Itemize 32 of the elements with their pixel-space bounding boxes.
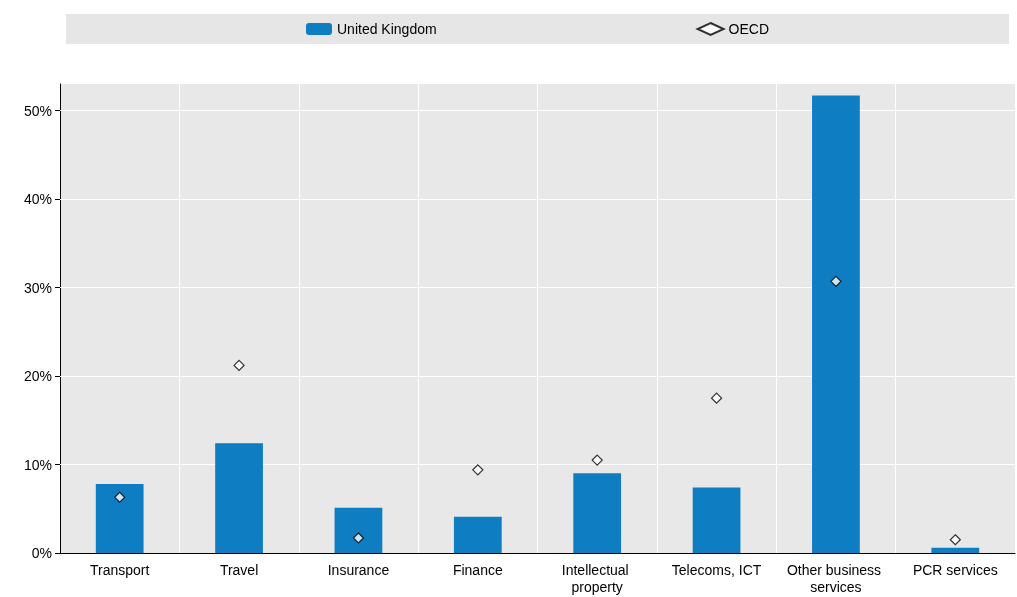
legend-label: OECD: [728, 21, 770, 37]
bar: [573, 473, 622, 553]
bar: [215, 443, 263, 553]
bar: [334, 507, 383, 553]
point: [949, 534, 961, 546]
y-tick-label: 50%: [23, 102, 52, 119]
y-tick-label: 0%: [31, 545, 52, 561]
point: [591, 454, 603, 466]
point: [710, 392, 723, 404]
point: [233, 359, 245, 371]
y-tick-label: 20%: [23, 368, 52, 385]
bar: [453, 516, 502, 553]
bar: [812, 95, 860, 553]
y-tick-label: 30%: [23, 279, 52, 296]
x-tick-label: Finance: [452, 561, 503, 578]
x-tick-label: Telecoms, ICT: [671, 561, 762, 578]
point: [472, 464, 484, 476]
y-tick-label: 40%: [23, 191, 52, 208]
point: [830, 275, 842, 287]
x-tick-label: Intellectual property: [561, 561, 633, 595]
bar: [95, 483, 144, 553]
bar: [692, 487, 741, 553]
x-tick-label: Other business services: [786, 561, 885, 595]
legend-label: United Kingdom: [337, 21, 437, 37]
bar: [931, 547, 980, 553]
y-tick-label: 10%: [23, 456, 52, 473]
x-tick-label: Travel: [219, 561, 259, 578]
point: [114, 491, 126, 503]
x-tick-label: Insurance: [327, 561, 390, 578]
x-tick-label: Transport: [89, 561, 150, 578]
point: [352, 532, 365, 544]
x-tick-label: PCR services: [912, 561, 998, 578]
